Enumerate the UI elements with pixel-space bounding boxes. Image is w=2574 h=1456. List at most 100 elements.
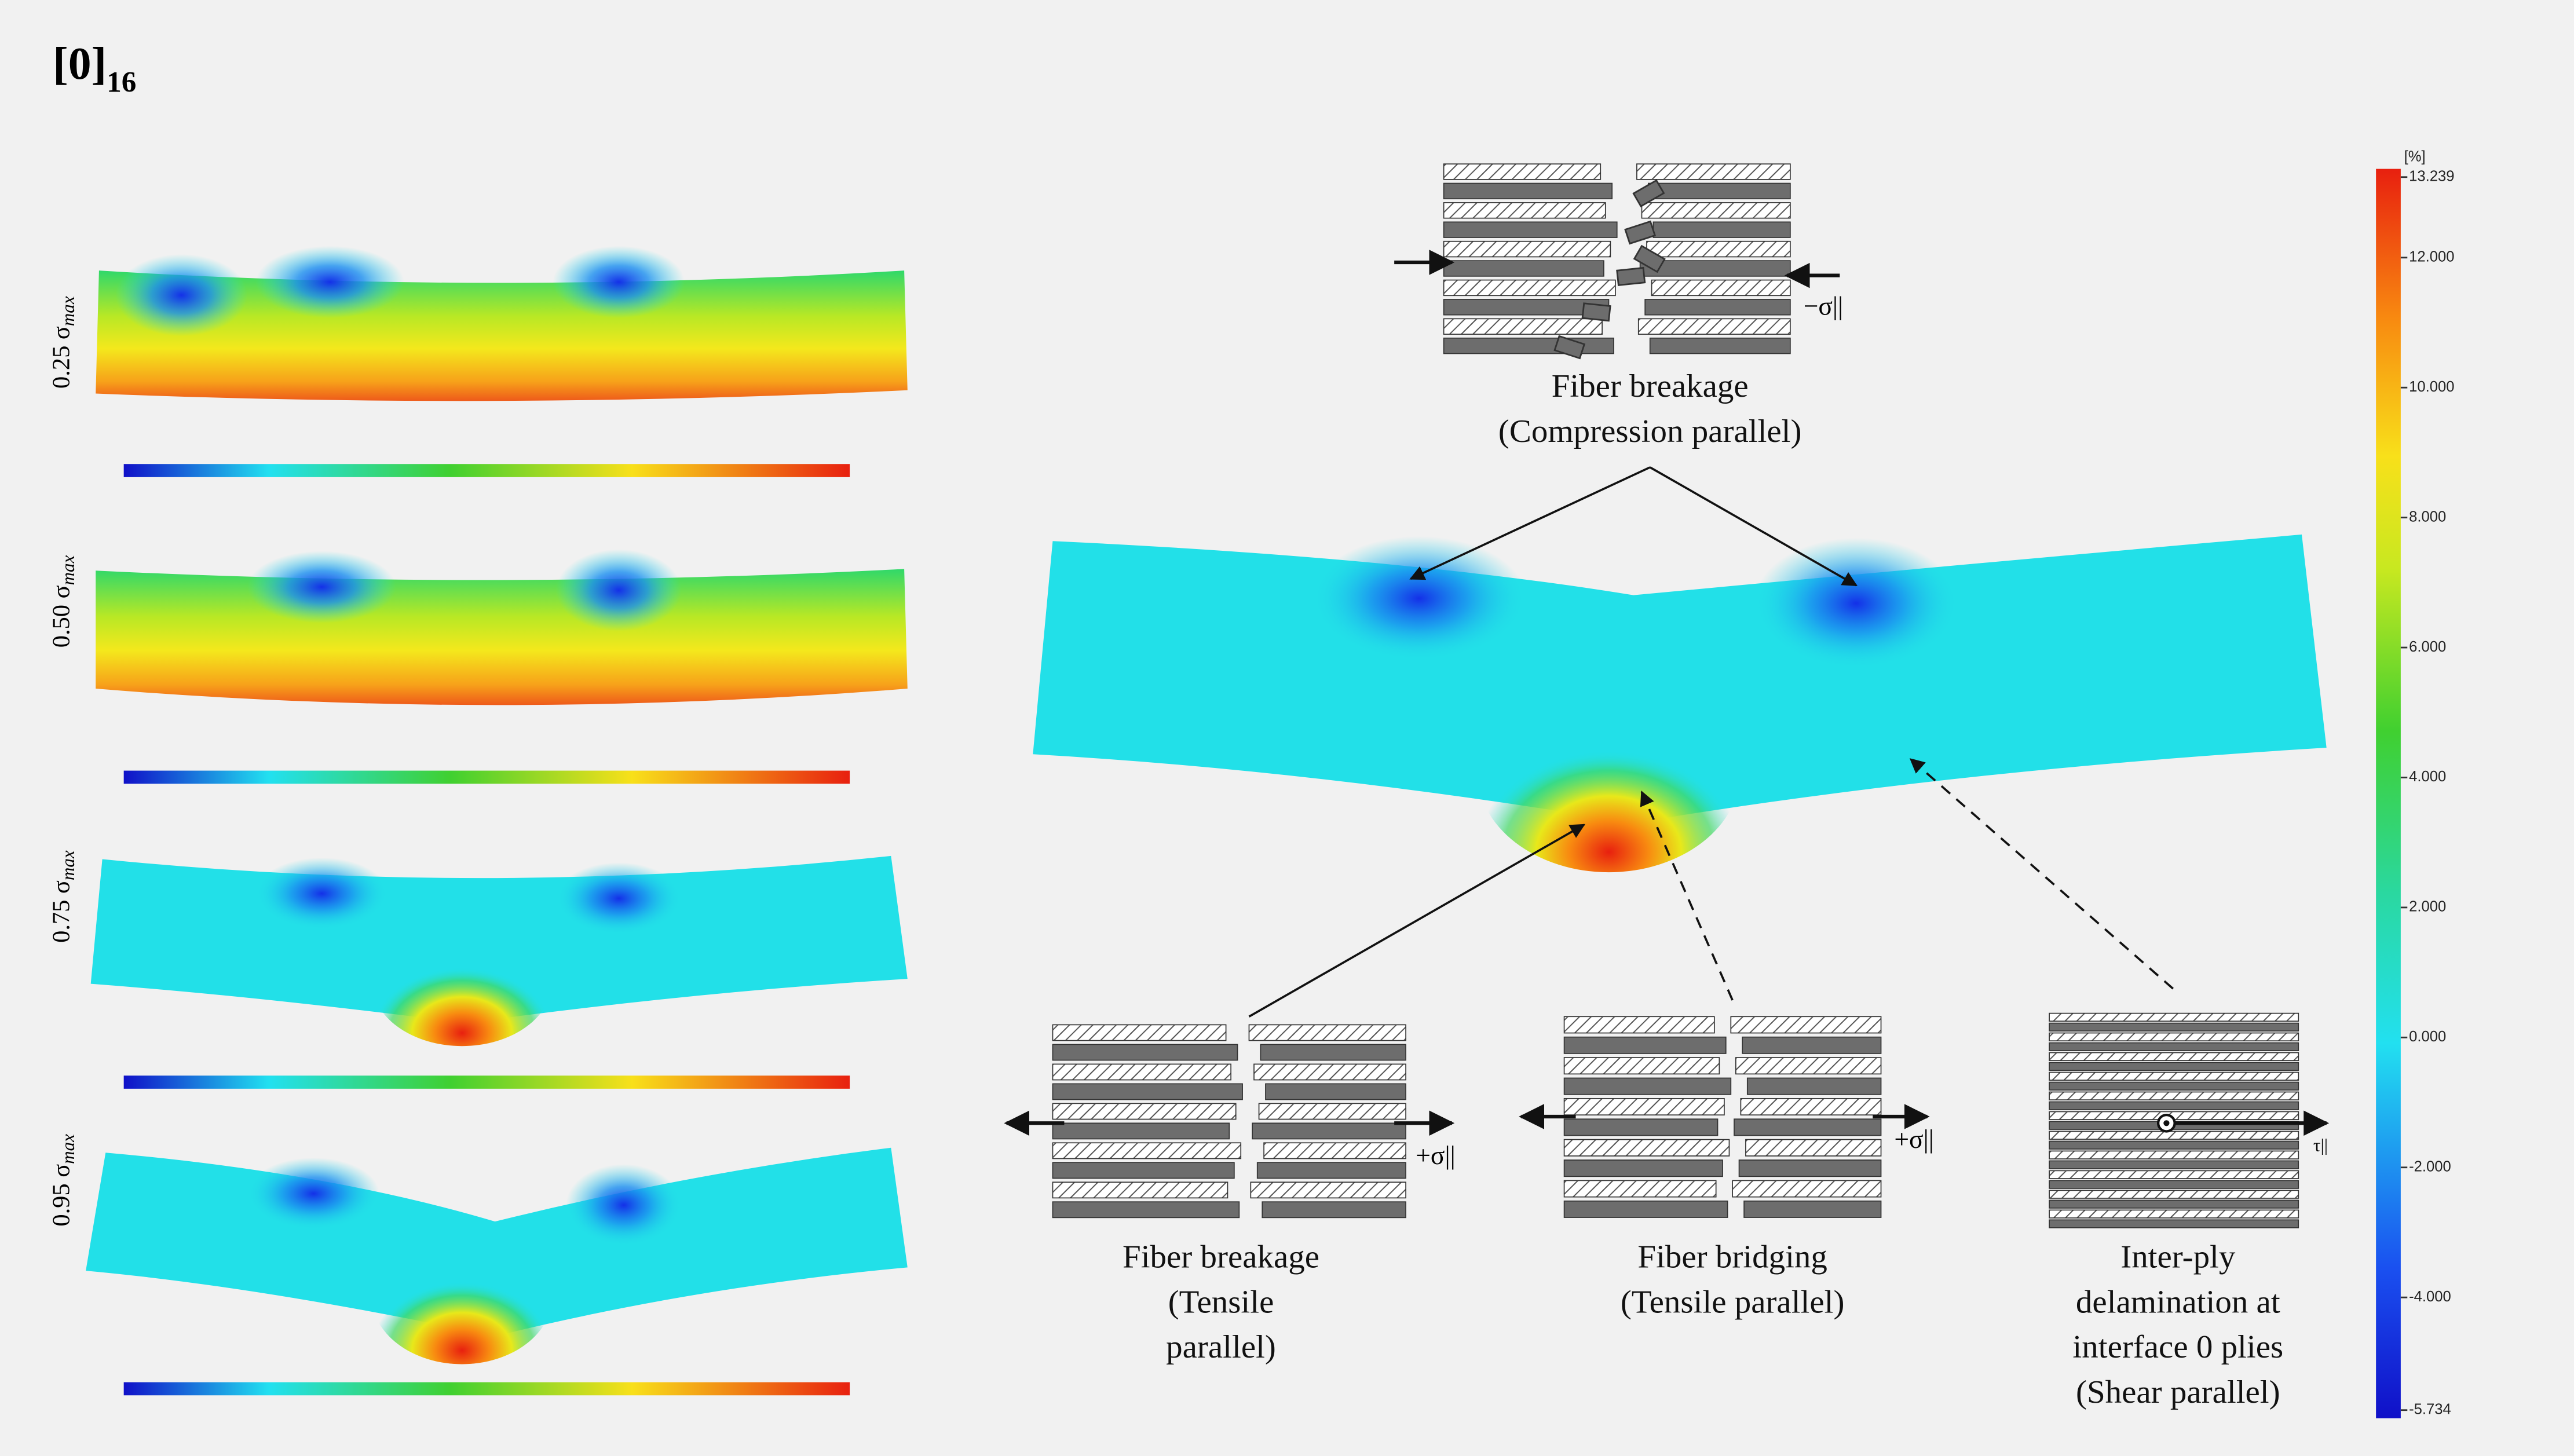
mechanism-label: (Compression parallel) (1498, 413, 1802, 449)
shape (255, 857, 388, 930)
load-sub: max (58, 296, 78, 326)
colorbar-tick-label: -5.734 (2409, 1402, 2451, 1418)
ply (2049, 1209, 2299, 1219)
ply (1443, 260, 1604, 277)
colorbar-tick-label: 2.000 (2409, 899, 2446, 915)
shape (255, 246, 404, 319)
load-value: 0.50 σ (48, 585, 75, 647)
load-level: 0.50 σmax (48, 555, 79, 648)
ply (2049, 1170, 2299, 1179)
load-level: 0.95 σmax (48, 1134, 79, 1227)
ply (1443, 279, 1616, 297)
fragment (1581, 302, 1611, 322)
load-sub: max (58, 850, 78, 880)
ply (2049, 1022, 2299, 1032)
load-value: 0.95 σ (48, 1164, 75, 1227)
ply (1732, 1180, 1882, 1198)
load-sub: max (58, 555, 78, 586)
colorbar (2376, 169, 2401, 1418)
ply (1563, 1118, 1719, 1136)
ply (1738, 1159, 1882, 1177)
ply (1742, 1036, 1882, 1054)
colorbar-ticks: 13.239 12.000 10.000 8.000 6.000 4.000 2.000 0.… (2400, 169, 2455, 1418)
fragment (1633, 244, 1666, 273)
load-level: 0.75 σmax (48, 850, 79, 943)
ply (2049, 1081, 2299, 1091)
shape (115, 254, 248, 336)
title-sub: 16 (107, 66, 136, 99)
ply (1052, 1162, 1235, 1179)
mechanism-label: (Tensile parallel) (1621, 1283, 1845, 1320)
colorbar-tick-label: 0.000 (2409, 1029, 2446, 1045)
ply (2049, 1062, 2299, 1071)
load-value: 0.25 σ (48, 326, 75, 389)
shape (96, 569, 908, 705)
ply (1443, 318, 1603, 335)
force-label: +σ|| (1416, 1141, 1456, 1170)
colorbar-tick-label: 6.000 (2409, 639, 2446, 655)
load-sub: max (58, 1134, 78, 1164)
ply (1260, 1044, 1406, 1061)
ply (1735, 1057, 1882, 1075)
ply (2049, 1131, 2299, 1140)
ply (1443, 182, 1613, 200)
ply (1563, 1180, 1717, 1198)
ply (1648, 182, 1791, 200)
beam-095 (86, 1147, 908, 1364)
colorbar-tick-label: -4.000 (2409, 1289, 2451, 1305)
force-label: τ|| (2313, 1135, 2328, 1155)
shape (1409, 466, 1651, 580)
ply (1637, 318, 1791, 335)
shape (1476, 669, 1741, 873)
pointer-arrows (1248, 466, 2174, 1018)
ply (2049, 1219, 2299, 1228)
colorbar-tick-label: 8.000 (2409, 508, 2446, 525)
ply (1052, 1024, 1227, 1041)
mechanism-label: (Shear parallel) (2076, 1374, 2280, 1410)
ply (1250, 1181, 1406, 1199)
load-level: 0.25 σmax (48, 296, 79, 389)
ply (1563, 1077, 1732, 1095)
ply (1258, 1103, 1406, 1120)
ply (2049, 1199, 2299, 1209)
ply (2049, 1190, 2299, 1199)
load-value: 0.75 σ (48, 880, 75, 943)
shape (556, 549, 682, 631)
ply (1641, 202, 1791, 219)
mechanism-label: interface 0 plies (2072, 1329, 2283, 1365)
ply (2049, 1012, 2299, 1022)
ply (1443, 337, 1614, 354)
ply (1563, 1098, 1725, 1115)
fragment (1632, 179, 1665, 208)
colorbar-tick-label: 12.000 (2409, 249, 2454, 265)
colorbar-unit: [%] (2404, 149, 2426, 165)
ply (1052, 1063, 1231, 1081)
ply (1443, 299, 1610, 316)
colorbar-tick-label: 10.000 (2409, 379, 2454, 395)
ply (2049, 1160, 2299, 1169)
ply (1740, 1098, 1882, 1115)
shape (123, 464, 850, 477)
ply (1639, 260, 1791, 277)
fragment (1553, 335, 1586, 360)
shear-dot (2163, 1120, 2170, 1126)
schematics (1004, 163, 2330, 1228)
ply (2049, 1140, 2299, 1150)
shape (247, 551, 396, 623)
mechanism-label: Fiber breakage (1123, 1239, 1319, 1275)
shape (553, 246, 685, 319)
mechanism-label: Fiber bridging (1637, 1239, 1827, 1275)
ply (1745, 1139, 1882, 1157)
mechanism-label: (Tensile (1168, 1283, 1274, 1320)
shape (1311, 536, 1527, 661)
ply (1443, 221, 1618, 238)
shape (1649, 466, 1858, 587)
ply (2049, 1150, 2299, 1159)
ply (1248, 1024, 1406, 1041)
ply (1743, 1200, 1882, 1218)
ply (1443, 240, 1611, 258)
